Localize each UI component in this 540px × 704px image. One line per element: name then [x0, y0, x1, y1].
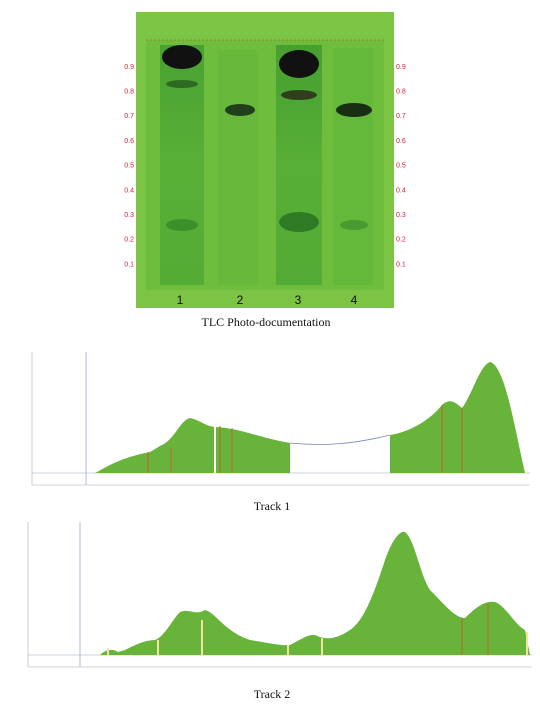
spot [279, 212, 319, 232]
lane-label: 4 [351, 293, 358, 307]
lane-label: 1 [177, 293, 184, 307]
lane-band [218, 50, 258, 285]
peak-area [95, 418, 290, 473]
rf-label: 0.5 [124, 163, 134, 170]
rf-label: 0.2 [124, 237, 134, 244]
rf-label: 0.7 [396, 113, 406, 120]
rf-label: 0.6 [124, 138, 134, 145]
rf-label: 0.6 [396, 138, 406, 145]
rf-label: 0.5 [396, 163, 406, 170]
rf-label: 0.2 [396, 237, 406, 244]
rf-label: 0.4 [396, 187, 406, 194]
tlc-plate [136, 12, 394, 308]
rf-label: 0.8 [396, 89, 406, 96]
lane-label: 2 [237, 293, 244, 307]
spot [336, 103, 372, 117]
lane-band [276, 45, 322, 285]
rf-label: 0.1 [396, 261, 406, 268]
densitogram [31, 352, 530, 486]
lane-band [333, 48, 373, 285]
spot [340, 220, 368, 230]
rf-label: 0.3 [396, 212, 406, 219]
densitogram [27, 522, 532, 668]
peak-area [100, 531, 530, 655]
rf-label: 0.7 [124, 113, 134, 120]
rf-label: 0.9 [396, 64, 406, 71]
rf-label: 0.3 [124, 212, 134, 219]
spot [166, 80, 198, 88]
rf-label: 0.4 [124, 187, 134, 194]
rf-label: 0.1 [124, 261, 134, 268]
spot [225, 104, 255, 116]
peak-area [390, 362, 525, 473]
spot [279, 50, 319, 78]
track-caption: Track 1 [254, 499, 291, 513]
spot [166, 219, 198, 231]
track-caption: Track 2 [254, 687, 291, 701]
spot [281, 90, 317, 100]
lane-label: 3 [295, 293, 302, 307]
spot [162, 45, 202, 69]
rf-label: 0.8 [124, 89, 134, 96]
rf-label: 0.9 [124, 64, 134, 71]
profile [289, 434, 391, 445]
plate-caption: TLC Photo-documentation [202, 315, 331, 329]
